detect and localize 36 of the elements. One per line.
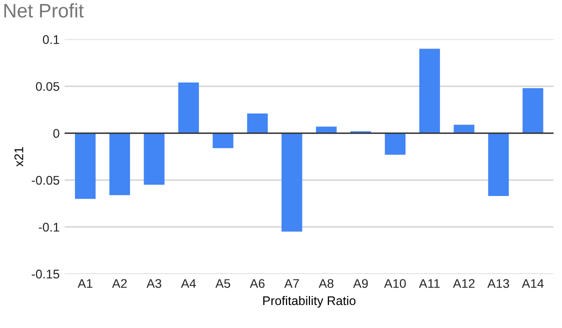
bar: [74, 133, 96, 199]
x-tick-label: A11: [418, 279, 440, 288]
bar: [212, 133, 234, 148]
y-tick-label: -0.1: [38, 222, 60, 232]
x-tick-label: A2: [112, 279, 127, 288]
y-axis-title: x21: [14, 147, 24, 167]
bar: [247, 113, 268, 134]
chart-title: Net Profit: [4, 3, 84, 18]
y-tick-label: 0.1: [42, 35, 60, 44]
x-axis-title: Profitability Ratio: [263, 296, 356, 308]
x-tick-label: A14: [522, 279, 544, 288]
bar: [454, 124, 474, 134]
x-tick-label: A10: [384, 279, 406, 288]
bar: [178, 82, 199, 134]
x-tick-label: A1: [78, 279, 92, 288]
x-tick-label: A7: [284, 279, 299, 288]
x-tick-label: A9: [353, 279, 368, 288]
bar: [109, 133, 130, 196]
bar: [488, 133, 509, 196]
y-tick-label: 0.05: [36, 82, 60, 91]
bar: [419, 48, 440, 134]
x-tick-label: A3: [146, 279, 162, 288]
y-tick-label: -0.05: [32, 176, 60, 185]
y-tick-label: 0: [53, 128, 60, 138]
x-tick-label: A8: [318, 279, 334, 288]
y-tick-label: -0.15: [32, 270, 60, 279]
x-tick-label: A6: [250, 279, 265, 288]
bar: [144, 133, 164, 185]
x-tick-label: A5: [215, 279, 230, 288]
x-tick-label: A12: [452, 279, 475, 288]
bar: [282, 133, 302, 232]
bar: [384, 133, 406, 155]
x-tick-label: A4: [180, 279, 196, 288]
bar: [316, 126, 337, 134]
bar: [522, 88, 544, 134]
x-tick-label: A13: [487, 279, 510, 288]
